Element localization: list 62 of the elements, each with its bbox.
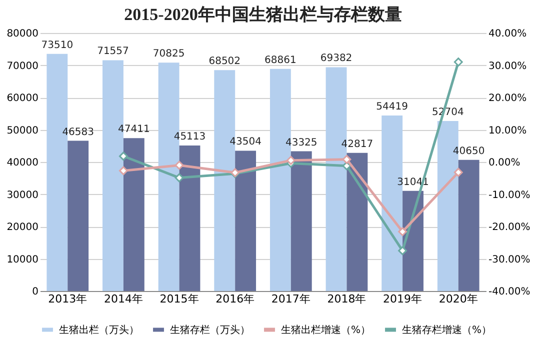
y2-tick-label: 30.00% (488, 60, 527, 72)
bar (123, 138, 144, 291)
y2-tick-label: 20.00% (488, 93, 527, 104)
y2-tick-label: 10.00% (488, 125, 527, 136)
bar (235, 150, 256, 291)
bar (458, 160, 480, 291)
point (174, 160, 184, 170)
x-tick-label: 2017年 (271, 292, 310, 306)
data-label: 40650 (452, 146, 485, 157)
data-label: 43325 (285, 137, 318, 148)
y-tick-label: 70000 (6, 60, 38, 72)
y-tick-label: 20000 (6, 222, 38, 233)
bar (290, 151, 312, 291)
data-label: 46583 (62, 126, 94, 138)
x-tick-label: 2019年 (383, 292, 422, 306)
x-tick-label: 2014年 (104, 292, 143, 306)
y2-tick-label: -20.00% (488, 222, 530, 233)
y-tick-label: 80000 (6, 28, 38, 40)
y2-tick-label: -30.00% (488, 254, 530, 266)
bar (346, 152, 368, 291)
y-tick-label: 50000 (6, 125, 38, 136)
y-tick-label: 30000 (6, 190, 38, 201)
x-tick-label: 2018年 (327, 292, 366, 306)
point (118, 166, 128, 176)
point (454, 58, 463, 66)
data-label: 45113 (174, 132, 206, 143)
x-tick-label: 2016年 (216, 292, 255, 306)
point (118, 152, 128, 161)
point (174, 173, 184, 182)
x-tick-label: 2013年 (48, 292, 88, 306)
point (342, 154, 352, 164)
y2-tick-label: 0.00% (488, 158, 520, 168)
point (454, 168, 463, 177)
legend-label: 生猪存栏（万头） (170, 324, 250, 336)
data-label: 70825 (152, 48, 185, 60)
legend-label: 生猪出栏增速（%） (281, 324, 371, 336)
data-label: 71557 (97, 46, 129, 58)
point (398, 227, 408, 236)
legend-label: 生猪出栏（万头） (59, 324, 139, 336)
data-label: 73510 (41, 40, 74, 51)
y-tick-label: 10000 (6, 254, 38, 266)
y-tick-label: 0 (32, 286, 38, 298)
y2-tick-label: -40.00% (488, 286, 530, 298)
chart-title: 2015-2020年中国生猪出栏与存栏数量 (124, 5, 402, 24)
y2-tick-label: -10.00% (488, 190, 530, 201)
data-label: 54419 (376, 102, 408, 112)
data-label: 68502 (208, 56, 241, 68)
data-label: 68861 (264, 54, 296, 66)
y2-tick-label: 40.00% (488, 28, 527, 40)
data-label: 42817 (341, 138, 374, 150)
bar (179, 146, 200, 291)
bar (68, 140, 89, 291)
point (398, 246, 408, 256)
data-label: 69382 (320, 53, 352, 64)
point (286, 156, 296, 165)
x-tick-label: 2020年 (438, 292, 478, 306)
y-tick-label: 60000 (6, 93, 38, 104)
x-tick-label: 2015年 (160, 292, 199, 306)
y-tick-label: 40000 (6, 158, 38, 168)
data-label: 47411 (118, 124, 150, 136)
data-label: 43504 (230, 136, 262, 148)
legend-label: 生猪存栏增速（%） (402, 324, 492, 336)
